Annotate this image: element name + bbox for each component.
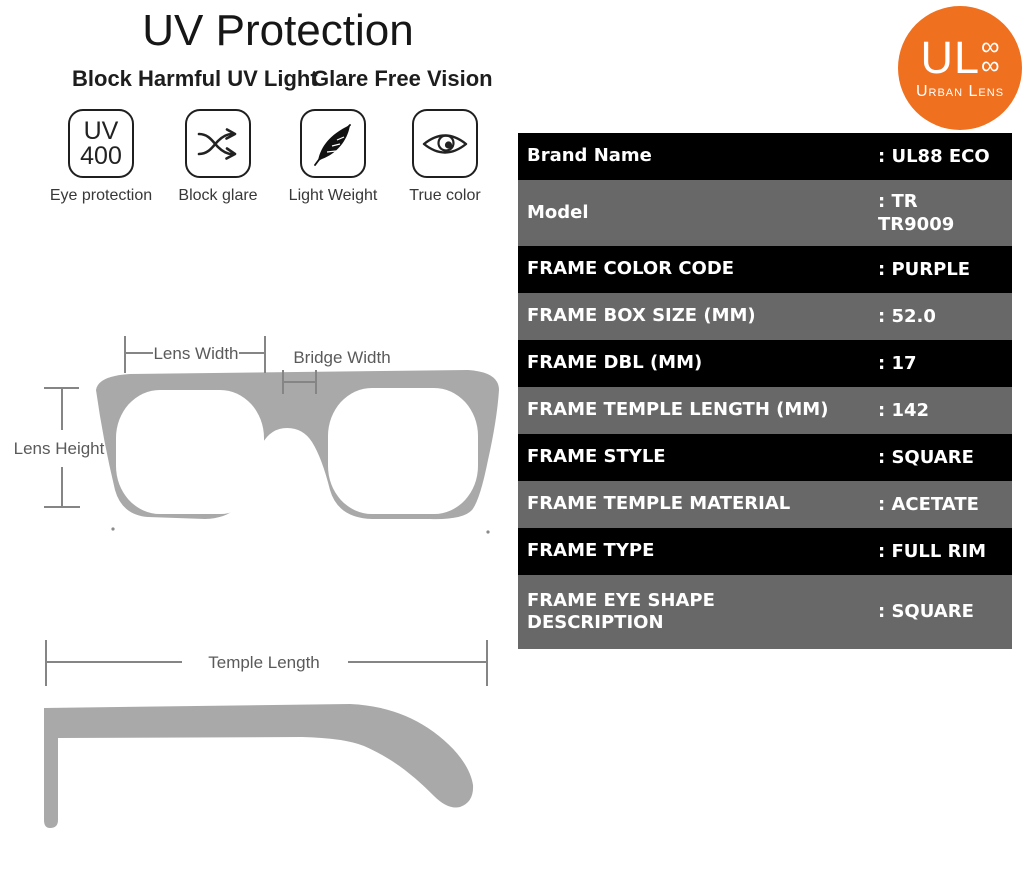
spec-value: : SQUARE bbox=[878, 446, 974, 468]
spec-row: FRAME TEMPLE LENGTH (MM) : 142 bbox=[518, 387, 1012, 434]
spec-value: : ACETATE bbox=[878, 493, 979, 515]
temple-diagram: Temple Length bbox=[44, 640, 488, 828]
spec-value: : TR TR9009 bbox=[878, 190, 955, 235]
block-glare-icon bbox=[185, 109, 251, 178]
logo-name: Urban Lens bbox=[915, 83, 1005, 100]
logo-monogram-text: UL bbox=[920, 32, 980, 83]
feature-block-glare: Block glare bbox=[163, 109, 273, 205]
lens-width-measure: Lens Width bbox=[124, 336, 266, 373]
uv400-icon-text-bottom: 400 bbox=[80, 141, 122, 170]
page-title: UV Protection bbox=[142, 6, 414, 55]
temple-length-label: Temple Length bbox=[208, 653, 320, 672]
spec-value: : SQUARE bbox=[878, 601, 974, 623]
spec-label: FRAME BOX SIZE (MM) bbox=[527, 305, 756, 327]
feature-label: True color bbox=[409, 187, 481, 204]
lens-height-label: Lens Height bbox=[14, 439, 105, 458]
spec-value: : UL88 ECO bbox=[878, 145, 990, 167]
feature-light-weight: Light Weight bbox=[278, 109, 388, 205]
feature-label: Block glare bbox=[178, 187, 258, 204]
feature-label: Eye protection bbox=[49, 187, 153, 204]
spec-row: FRAME DBL (MM) : 17 bbox=[518, 340, 1012, 387]
spec-value: : 17 bbox=[878, 352, 917, 374]
uv400-icon-text-top: UV bbox=[83, 116, 119, 145]
temple-illustration bbox=[44, 704, 474, 828]
bridge-width-label: Bridge Width bbox=[293, 348, 390, 367]
infinity-icon-bottom: ∞ bbox=[980, 49, 1000, 80]
feature-label: Light Weight bbox=[288, 187, 378, 204]
spec-row: Brand Name : UL88 ECO bbox=[518, 133, 1012, 180]
glasses-front-illustration bbox=[96, 370, 499, 534]
spec-row: FRAME COLOR CODE : PURPLE bbox=[518, 246, 1012, 293]
logo-monogram: UL ∞ ∞ bbox=[920, 30, 1000, 83]
spec-label: FRAME TEMPLE LENGTH (MM) bbox=[527, 399, 829, 421]
subtitle-glare-free: Glare Free Vision bbox=[312, 66, 493, 91]
spec-row: FRAME EYE SHAPE DESCRIPTION : SQUARE bbox=[518, 575, 1012, 649]
spec-value: : 142 bbox=[878, 399, 930, 421]
spec-label: FRAME EYE SHAPE DESCRIPTION bbox=[527, 589, 715, 634]
spec-label: FRAME TYPE bbox=[527, 540, 655, 562]
urban-lens-logo: UL ∞ ∞ Urban Lens bbox=[898, 6, 1022, 130]
infinity-icon-top: ∞ bbox=[980, 30, 1000, 61]
feature-eye-protection: UV 400 Eye protection bbox=[46, 109, 156, 205]
front-frame-diagram: Lens Width Bridge Width Lens Height bbox=[14, 336, 499, 534]
spec-value: : 52.0 bbox=[878, 305, 936, 327]
spec-label: Brand Name bbox=[527, 145, 652, 167]
lens-height-measure: Lens Height bbox=[14, 387, 105, 508]
spec-label: FRAME COLOR CODE bbox=[527, 258, 735, 280]
eye-icon bbox=[412, 109, 478, 178]
spec-label: FRAME STYLE bbox=[527, 446, 666, 468]
spec-label: Model bbox=[527, 201, 589, 223]
spec-row: FRAME BOX SIZE (MM) : 52.0 bbox=[518, 293, 1012, 340]
spec-row: FRAME STYLE : SQUARE bbox=[518, 434, 1012, 481]
spec-table: Brand Name : UL88 ECO Model : TR TR9009 … bbox=[518, 133, 1012, 649]
infinity-icon: ∞ ∞ bbox=[980, 30, 1000, 80]
spec-row: FRAME TEMPLE MATERIAL : ACETATE bbox=[518, 481, 1012, 528]
bridge-width-measure: Bridge Width bbox=[282, 348, 391, 394]
subtitle-block-harmful: Block Harmful UV Light bbox=[72, 66, 318, 91]
feature-true-color: True color bbox=[390, 109, 500, 205]
spec-value: : PURPLE bbox=[878, 258, 971, 280]
spec-label: FRAME DBL (MM) bbox=[527, 352, 703, 374]
spec-row: Model : TR TR9009 bbox=[518, 180, 1012, 246]
uv400-icon: UV 400 bbox=[68, 109, 134, 178]
feather-icon bbox=[300, 109, 366, 178]
spec-value: : FULL RIM bbox=[878, 540, 987, 562]
lens-width-label: Lens Width bbox=[153, 344, 238, 363]
spec-row: FRAME TYPE : FULL RIM bbox=[518, 528, 1012, 575]
spec-label: FRAME TEMPLE MATERIAL bbox=[527, 493, 791, 515]
temple-length-measure: Temple Length bbox=[45, 640, 488, 686]
